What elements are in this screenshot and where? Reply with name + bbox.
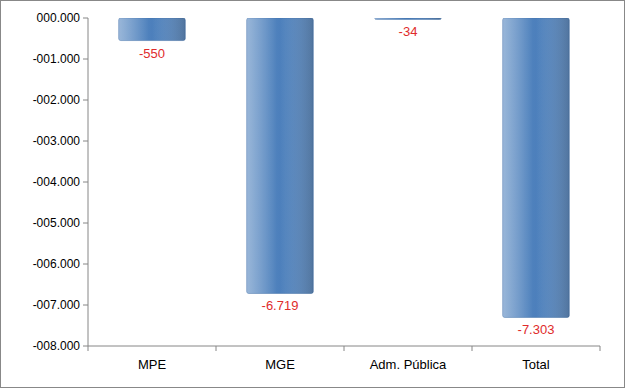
chart-root: 000.000 -001.000 -002.000 -003.000 -004.000 -… xyxy=(0,0,625,388)
y-tick xyxy=(83,59,88,60)
y-tick-label: -008.000 xyxy=(33,339,81,353)
bar-shade xyxy=(375,18,442,19)
y-tick xyxy=(83,346,88,347)
x-tick-label: Total xyxy=(522,357,550,372)
bar-shade xyxy=(503,18,570,317)
x-tick xyxy=(344,346,345,351)
y-tick xyxy=(83,264,88,265)
bars xyxy=(119,18,570,317)
bar xyxy=(119,18,186,41)
y-tick xyxy=(83,100,88,101)
data-label: -7.303 xyxy=(518,322,555,337)
y-tick-label: -002.000 xyxy=(33,93,81,107)
bar xyxy=(375,18,442,19)
x-tick-label: MPE xyxy=(138,357,167,372)
y-tick-label: -001.000 xyxy=(33,52,81,66)
x-tick-label: Adm. Pública xyxy=(370,357,447,372)
chart-frame xyxy=(1,1,625,388)
y-axis xyxy=(88,18,89,346)
y-tick xyxy=(83,18,88,19)
y-tick-label: -004.000 xyxy=(33,175,81,189)
data-label: -6.719 xyxy=(262,298,299,313)
bar xyxy=(503,18,570,317)
data-label: -550 xyxy=(139,46,165,61)
y-tick-label: 000.000 xyxy=(37,11,81,25)
y-tick xyxy=(83,223,88,224)
x-tick xyxy=(600,346,601,351)
y-tick-label: -006.000 xyxy=(33,257,81,271)
x-tick xyxy=(472,346,473,351)
y-tick xyxy=(83,305,88,306)
y-tick-label: -007.000 xyxy=(33,298,81,312)
bar-shade xyxy=(119,18,186,41)
data-label: -34 xyxy=(399,24,418,39)
y-tick xyxy=(83,141,88,142)
bar xyxy=(247,18,314,293)
y-tick-label: -003.000 xyxy=(33,134,81,148)
x-tick xyxy=(88,346,89,351)
x-tick xyxy=(216,346,217,351)
chart: 000.000 -001.000 -002.000 -003.000 -004.000 -… xyxy=(0,0,625,388)
y-tick xyxy=(83,182,88,183)
bar-shade xyxy=(247,18,314,293)
x-tick-label: MGE xyxy=(265,357,295,372)
y-tick-label: -005.000 xyxy=(33,216,81,230)
